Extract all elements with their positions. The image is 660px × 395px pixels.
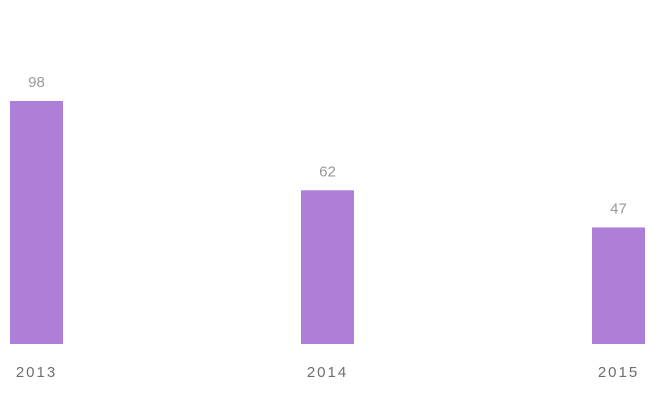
data-label-2015: 47	[610, 200, 627, 217]
data-labels-group: 98 62 47	[28, 74, 627, 217]
data-label-2013: 98	[28, 74, 45, 91]
bar-2013	[10, 101, 63, 344]
bar-2015	[592, 227, 645, 344]
bars-group	[10, 101, 645, 344]
x-tick-label-2014: 2014	[307, 364, 348, 381]
x-axis-tick-labels: 2013 2014 2015	[16, 364, 639, 381]
x-tick-label-2015: 2015	[598, 364, 639, 381]
bar-2014	[301, 190, 354, 344]
data-label-2014: 62	[319, 163, 336, 180]
x-tick-label-2013: 2013	[16, 364, 57, 381]
